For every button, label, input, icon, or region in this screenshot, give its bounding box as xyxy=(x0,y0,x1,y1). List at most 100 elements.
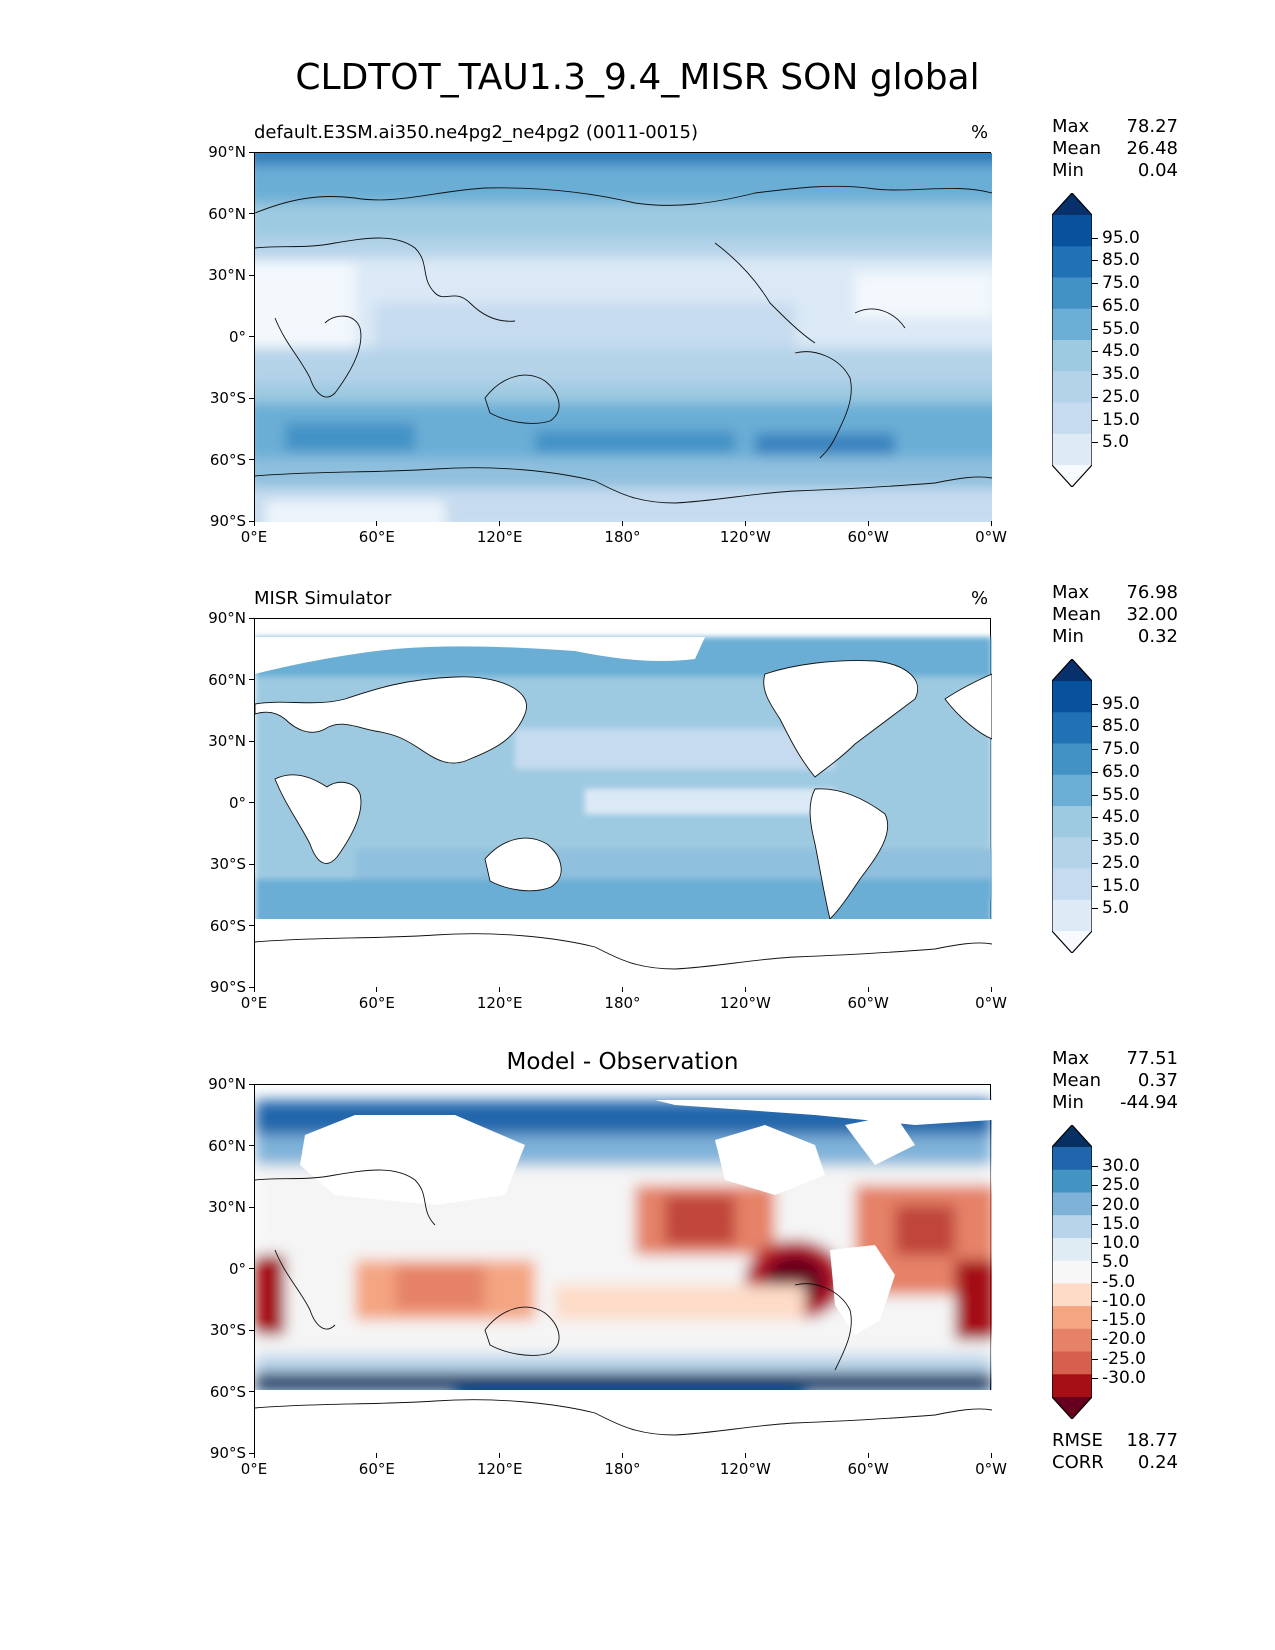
lat-tick-label: 30°N xyxy=(208,1198,246,1216)
colorbar-segment xyxy=(1052,1306,1092,1330)
panel3-error-stats: RMSE 18.77 CORR 0.24 xyxy=(1052,1430,1178,1474)
lat-tick-label: 60°N xyxy=(208,670,246,689)
lon-tick-mark xyxy=(253,987,255,992)
panel1-subtitle: default.E3SM.ai350.ne4pg2_ne4pg2 (0011-0… xyxy=(254,122,699,143)
panel3-stats: Max 77.51 Mean 0.37 Min -44.94 xyxy=(1052,1048,1178,1114)
colorbar-segment xyxy=(1052,1237,1092,1262)
lat-tick-label: 30°S xyxy=(209,855,246,873)
lat-tick-label: 60°N xyxy=(208,1136,246,1155)
lon-tick-label: 120°E xyxy=(476,528,523,546)
colorbar-segment xyxy=(1052,743,1092,776)
lon-tick-label: 60°W xyxy=(847,528,889,546)
lon-tick-label: 120°W xyxy=(719,528,771,546)
mean-label: Mean xyxy=(1052,604,1102,625)
min-value: 0.32 xyxy=(1137,626,1178,647)
colorbar-segment xyxy=(1052,308,1092,341)
lon-tick-mark xyxy=(376,1453,378,1458)
colorbar-tick-label: 75.0 xyxy=(1102,273,1140,294)
colorbar-segment xyxy=(1052,1283,1092,1307)
colorbar-tick-label: 35.0 xyxy=(1102,364,1140,385)
lon-tick-mark xyxy=(744,1453,746,1458)
lat-tick-label: 30°S xyxy=(209,389,246,407)
colorbar-tick-label: 30.0 xyxy=(1102,1156,1140,1177)
colorbar-tick-label: 15.0 xyxy=(1102,875,1140,896)
lon-tick-mark xyxy=(499,987,501,992)
max-label: Max xyxy=(1052,1048,1090,1069)
min-label: Min xyxy=(1052,626,1084,647)
colorbar-tick-label: 25.0 xyxy=(1102,1175,1140,1196)
colorbar-tick xyxy=(1092,1166,1098,1168)
colorbar-tick-label: 35.0 xyxy=(1102,830,1140,851)
panel2-colorbar xyxy=(1052,659,1092,953)
colorbar-tick xyxy=(1092,1185,1098,1187)
lat-tick-label: 60°S xyxy=(209,1382,246,1401)
max-value: 76.98 xyxy=(1126,582,1178,603)
lon-tick-mark xyxy=(990,987,992,992)
colorbar-tick xyxy=(1092,442,1098,444)
lon-tick-label: 0°E xyxy=(240,994,268,1012)
colorbar-tick xyxy=(1092,1262,1098,1264)
lon-tick-mark xyxy=(253,1453,255,1458)
lon-tick-mark xyxy=(376,987,378,992)
lat-tick-mark xyxy=(249,740,254,742)
mean-value: 0.37 xyxy=(1137,1070,1178,1091)
rmse-value: 18.77 xyxy=(1126,1430,1178,1451)
lat-tick-mark xyxy=(249,213,254,214)
colorbar-tick xyxy=(1092,1243,1098,1245)
lon-tick-label: 180° xyxy=(604,994,641,1012)
colorbar-extend-min xyxy=(1052,465,1092,487)
panel1-colorbar xyxy=(1052,193,1092,487)
colorbar-tick xyxy=(1092,840,1098,842)
lat-tick-label: 60°N xyxy=(208,204,246,223)
corr-label: CORR xyxy=(1052,1452,1104,1473)
colorbar-tick-label: -25.0 xyxy=(1102,1348,1146,1369)
lat-tick-mark xyxy=(249,679,254,680)
colorbar-tick-label: -15.0 xyxy=(1102,1310,1146,1331)
max-label: Max xyxy=(1052,116,1090,137)
colorbar-segment xyxy=(1052,277,1092,310)
colorbar-tick xyxy=(1092,260,1098,262)
model-map xyxy=(254,152,992,522)
colorbar-segment xyxy=(1052,1169,1092,1194)
colorbar-tick-label: 75.0 xyxy=(1102,739,1140,760)
colorbar-extend-max xyxy=(1052,193,1092,215)
lon-tick-mark xyxy=(990,521,992,526)
lat-tick-label: 30°S xyxy=(209,1321,246,1339)
lon-tick-mark xyxy=(376,521,378,526)
colorbar-segment xyxy=(1052,1147,1092,1171)
colorbar-segment xyxy=(1052,868,1092,901)
lon-tick-label: 60°W xyxy=(847,994,889,1012)
lat-tick-mark xyxy=(249,520,254,522)
lat-tick-label: 30°N xyxy=(208,266,246,284)
lon-tick-label: 60°W xyxy=(847,1460,889,1478)
lat-tick-mark xyxy=(249,802,254,803)
mean-value: 32.00 xyxy=(1126,604,1178,625)
max-value: 77.51 xyxy=(1126,1048,1178,1069)
lat-tick-mark xyxy=(249,151,254,153)
colorbar-tick-label: 85.0 xyxy=(1102,716,1140,737)
panel3-title: Model - Observation xyxy=(506,1049,739,1075)
colorbar-tick xyxy=(1092,817,1098,819)
lat-tick-label: 0° xyxy=(228,793,246,812)
colorbar-segment xyxy=(1052,215,1092,247)
lat-tick-label: 90°S xyxy=(209,1444,246,1462)
colorbar-tick xyxy=(1092,794,1098,796)
mean-label: Mean xyxy=(1052,138,1102,159)
colorbar-tick-label: 25.0 xyxy=(1102,386,1140,407)
colorbar-tick xyxy=(1092,1358,1098,1360)
lat-tick-mark xyxy=(249,986,254,988)
lat-tick-mark xyxy=(249,1206,254,1208)
lon-tick-mark xyxy=(622,521,623,526)
panel2-stats: Max 76.98 Mean 32.00 Min 0.32 xyxy=(1052,582,1178,648)
corr-value: 0.24 xyxy=(1137,1452,1178,1473)
colorbar-segment xyxy=(1052,1215,1092,1239)
lon-tick-mark xyxy=(622,987,623,992)
colorbar-tick-label: -10.0 xyxy=(1102,1290,1146,1311)
colorbar-segment xyxy=(1052,806,1092,838)
lon-tick-mark xyxy=(744,521,746,526)
max-label: Max xyxy=(1052,582,1090,603)
colorbar-tick xyxy=(1092,1339,1098,1341)
colorbar-tick-label: 65.0 xyxy=(1102,761,1140,782)
lon-tick-mark xyxy=(744,987,746,992)
colorbar-tick xyxy=(1092,749,1098,751)
